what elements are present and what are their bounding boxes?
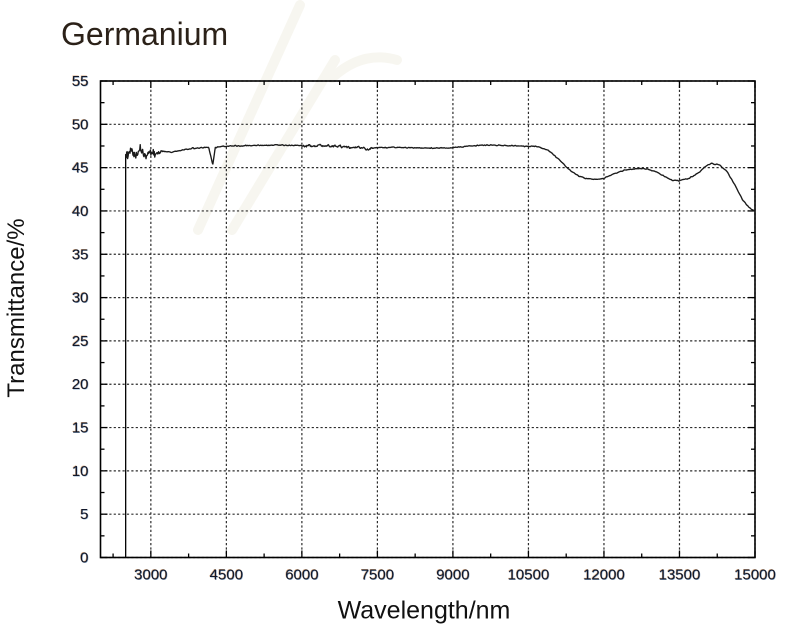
- svg-text:10500: 10500: [508, 567, 550, 584]
- svg-text:10: 10: [72, 463, 89, 480]
- svg-text:15: 15: [72, 420, 89, 437]
- svg-text:25: 25: [72, 333, 89, 350]
- svg-text:15000: 15000: [734, 567, 776, 584]
- svg-text:6000: 6000: [285, 567, 318, 584]
- svg-text:55: 55: [72, 73, 89, 90]
- svg-text:30: 30: [72, 290, 89, 307]
- svg-text:40: 40: [72, 203, 89, 220]
- svg-text:4500: 4500: [210, 567, 243, 584]
- svg-text:45: 45: [72, 160, 89, 177]
- svg-text:0: 0: [80, 550, 88, 567]
- svg-text:50: 50: [72, 116, 89, 133]
- svg-text:3000: 3000: [134, 567, 167, 584]
- svg-text:35: 35: [72, 246, 89, 263]
- svg-text:12000: 12000: [583, 567, 625, 584]
- svg-text:13500: 13500: [659, 567, 701, 584]
- svg-text:9000: 9000: [436, 567, 469, 584]
- svg-text:5: 5: [80, 506, 88, 523]
- svg-text:20: 20: [72, 376, 89, 393]
- svg-text:7500: 7500: [361, 567, 394, 584]
